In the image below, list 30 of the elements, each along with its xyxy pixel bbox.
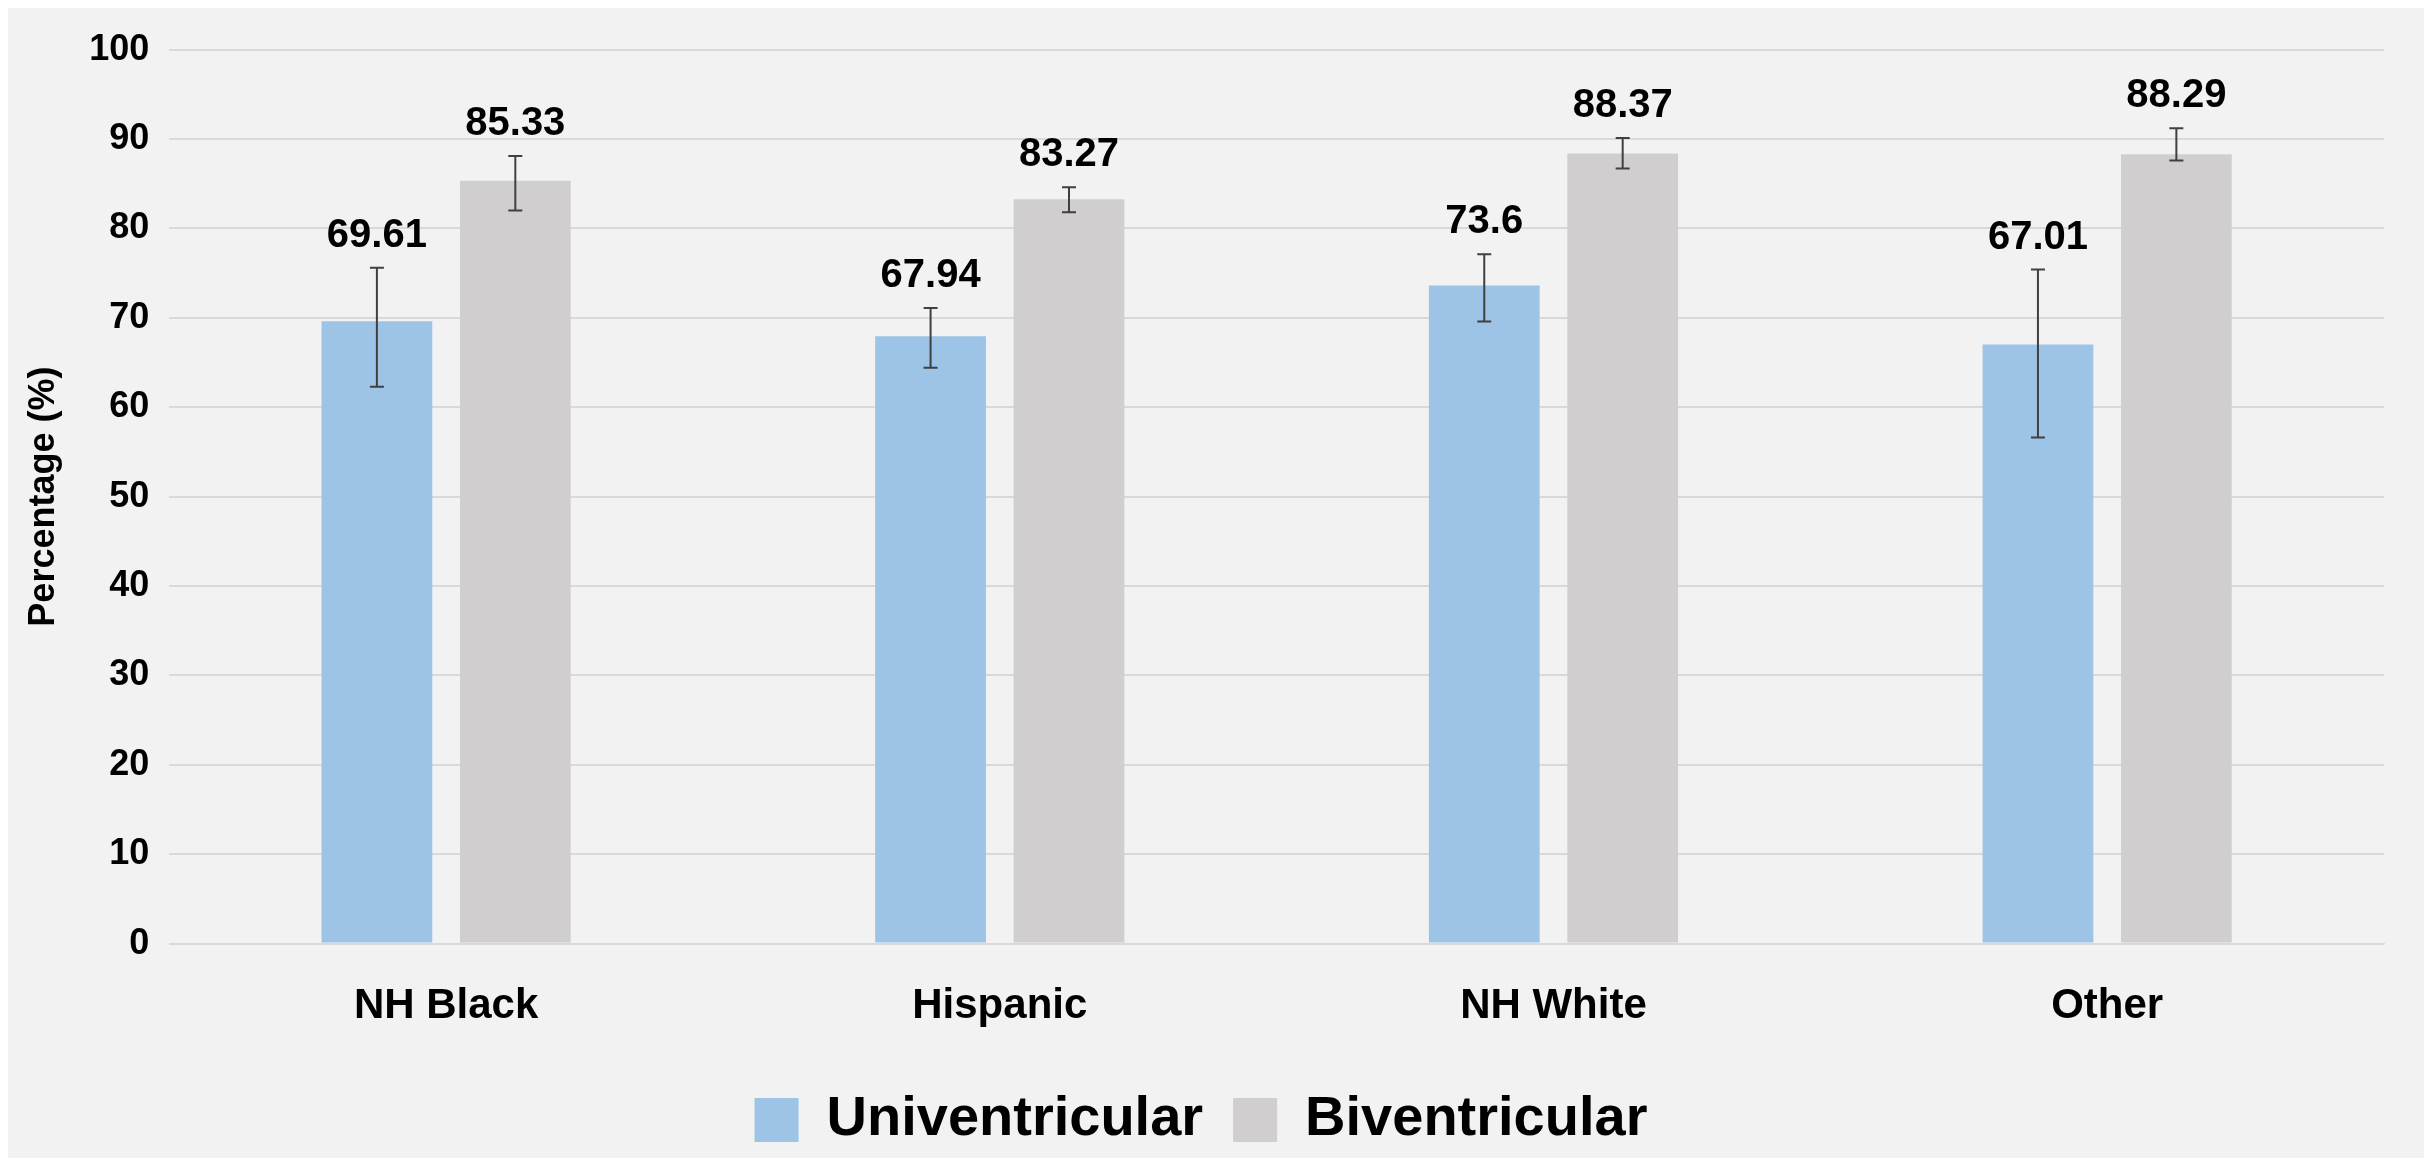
- x-tick-label: Other: [2051, 980, 2164, 1028]
- data-label: 88.37: [1572, 81, 1673, 126]
- y-tick-label: 60: [109, 384, 150, 426]
- y-axis-title: Percentage (%): [20, 366, 62, 627]
- y-tick-label: 100: [89, 26, 150, 68]
- y-tick-label: 0: [129, 920, 150, 962]
- x-tick-label: Hispanic: [912, 980, 1088, 1028]
- bar: [875, 336, 986, 943]
- x-tick-label: NH White: [1460, 980, 1647, 1028]
- y-tick-label: 10: [109, 831, 150, 873]
- bar: [321, 321, 433, 943]
- data-label: 88.29: [2126, 71, 2227, 116]
- data-label: 69.61: [326, 210, 427, 255]
- data-label: 67.01: [1987, 212, 2088, 257]
- data-label: 73.6: [1445, 197, 1524, 242]
- legend-label: Biventricular: [1305, 1084, 1648, 1148]
- y-tick-label: 30: [109, 652, 150, 694]
- data-label: 85.33: [465, 99, 566, 144]
- legend-label: Univentricular: [826, 1084, 1204, 1148]
- y-tick-label: 80: [109, 205, 150, 247]
- x-tick-label: NH Black: [353, 980, 539, 1028]
- y-tick-label: 20: [109, 741, 150, 783]
- data-label: 67.94: [880, 251, 982, 295]
- bar: [1982, 344, 2094, 943]
- data-label: 83.27: [1018, 130, 1120, 175]
- y-tick-label: 90: [109, 115, 150, 157]
- y-tick-label: 40: [109, 562, 150, 604]
- y-tick-label: 70: [109, 294, 150, 336]
- bar: [1428, 285, 1540, 943]
- y-tick-label: 50: [109, 473, 150, 515]
